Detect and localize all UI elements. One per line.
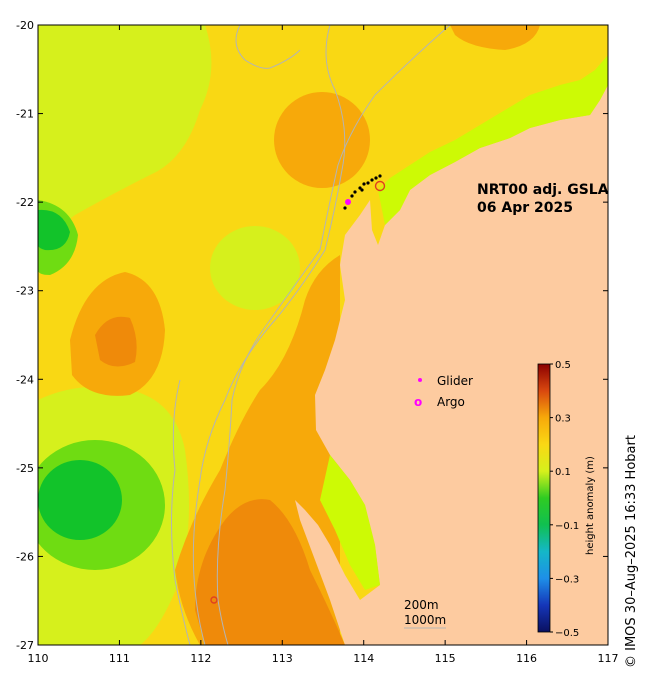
sla-dark-orange-south — [195, 499, 345, 645]
colorbar-tick-label: −0.1 — [555, 521, 579, 532]
contour-label-200m: 200m — [404, 598, 439, 612]
lat-tick-label: -25 — [16, 462, 34, 475]
colorbar-tick-label: 0.3 — [555, 414, 571, 425]
lat-tick-label: -20 — [16, 19, 34, 32]
imos-credit: © IMOS 30–Aug–2025 16:33 Hobart — [624, 435, 639, 668]
lon-tick-label: 115 — [435, 652, 456, 665]
sla-lime-southern-strip — [320, 455, 380, 590]
lon-tick-label: 112 — [190, 652, 211, 665]
sla-dark-green-west — [38, 209, 70, 251]
lon-tick-label: 117 — [598, 652, 619, 665]
lon-tick-label: 110 — [28, 652, 49, 665]
plot-frame — [37, 24, 609, 646]
lon-tick-label: 111 — [109, 652, 130, 665]
colorbar-label: height anomaly (m) — [585, 456, 596, 555]
lat-tick-label: -23 — [16, 285, 34, 298]
contour-label-1000m: 1000m — [404, 613, 446, 627]
colorbar — [537, 363, 551, 633]
sla-light-green-central — [210, 226, 300, 310]
legend-argo-symbol: o — [414, 395, 422, 409]
contour-1000m — [216, 25, 451, 645]
colorbar-tick-label: 0.1 — [555, 467, 571, 478]
axis-ticks: 110 111 112 113 114 115 116 117 -20 -21 -22 -23 -24 -… — [16, 19, 618, 665]
sla-orange-northeast — [450, 25, 540, 50]
lon-tick-label: 113 — [272, 652, 293, 665]
map-field — [38, 25, 608, 645]
map-title-line2: 06 Apr 2025 — [477, 200, 573, 216]
sla-light-green-west — [38, 25, 212, 270]
glider-position — [345, 199, 351, 205]
sla-lime-coastal-strip — [378, 55, 608, 225]
contour-inner — [171, 25, 301, 645]
legend-glider-label: Glider — [437, 374, 473, 388]
colorbar-tick-label: −0.3 — [555, 574, 579, 585]
lon-tick-label: 114 — [353, 652, 374, 665]
sla-dark-green-southwest — [38, 460, 122, 540]
legend-glider-symbol — [418, 378, 422, 382]
legend-argo-label: Argo — [437, 395, 465, 409]
land-mass — [295, 85, 608, 645]
argo-float — [374, 180, 386, 192]
argo-float-2 — [210, 596, 218, 604]
colorbar-tick-label: −0.5 — [555, 628, 579, 639]
lat-tick-label: -27 — [16, 639, 34, 652]
sla-orange-north — [274, 92, 370, 188]
lat-tick-label: -21 — [16, 108, 34, 121]
colorbar-ticks: 0.5 0.3 0.1 −0.1 −0.3 −0.5 — [550, 360, 579, 639]
lat-tick-label: -22 — [16, 196, 34, 209]
map-title-line1: NRT00 adj. GSLA — [477, 182, 609, 198]
lon-tick-label: 116 — [516, 652, 537, 665]
sla-dark-orange-lobe-west — [95, 316, 137, 367]
lat-tick-label: -24 — [16, 373, 34, 386]
colorbar-tick-label: 0.5 — [555, 360, 571, 371]
contour-200m — [192, 25, 346, 645]
lat-tick-label: -26 — [16, 550, 34, 563]
